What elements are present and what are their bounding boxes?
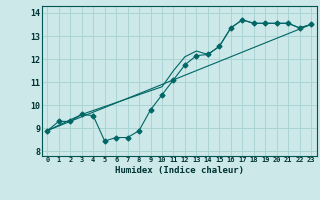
X-axis label: Humidex (Indice chaleur): Humidex (Indice chaleur) (115, 166, 244, 175)
